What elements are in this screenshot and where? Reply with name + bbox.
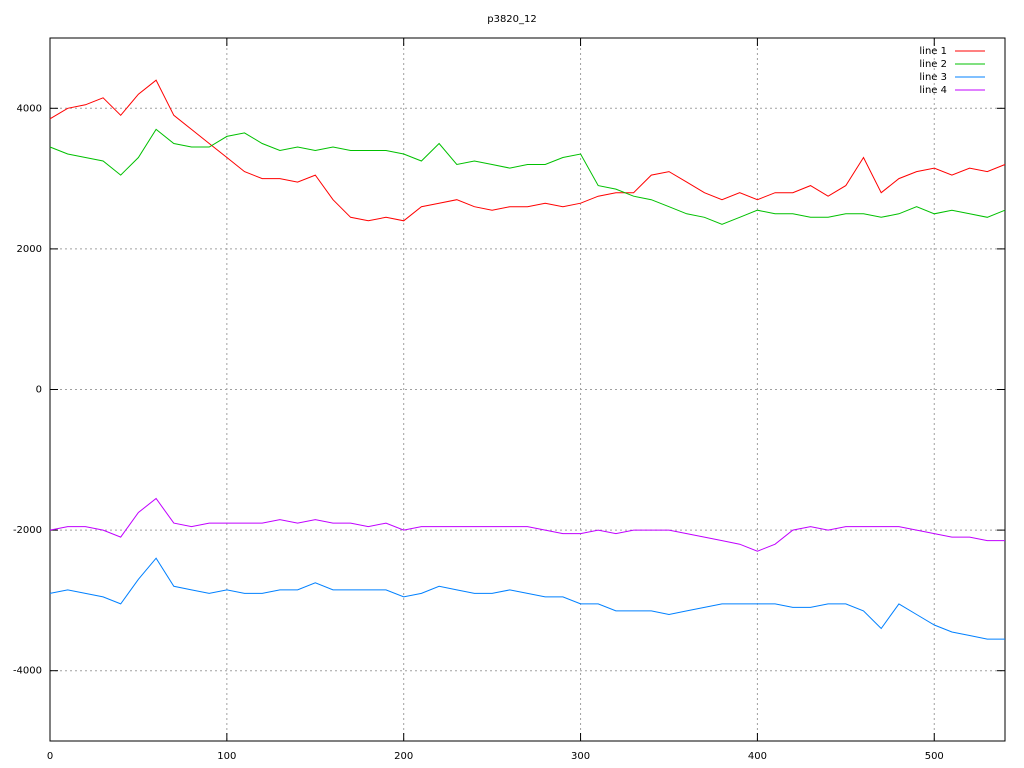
legend-label: line 3 (919, 72, 947, 83)
x-tick-label: 200 (394, 751, 413, 762)
chart-title: p3820_12 (487, 14, 537, 25)
data-line (49, 79, 1006, 222)
data-line (49, 497, 1005, 552)
plot-frame (49, 37, 1006, 742)
data-line (49, 557, 1005, 640)
y-tick-label: 0 (36, 385, 42, 396)
y-tick-label: 2000 (17, 244, 42, 255)
data-line (49, 128, 1006, 225)
y-tick-label: 4000 (17, 103, 42, 114)
y-tick-label: -2000 (13, 525, 42, 536)
x-tick-label: 400 (748, 751, 767, 762)
x-tick-label: 500 (925, 751, 944, 762)
legend-label: line 2 (919, 59, 947, 70)
legend-label: line 4 (919, 85, 947, 96)
y-tick-label: -4000 (13, 666, 42, 677)
x-tick-label: 0 (47, 751, 53, 762)
x-tick-label: 300 (571, 751, 590, 762)
x-tick-label: 100 (217, 751, 236, 762)
legend-label: line 1 (919, 46, 947, 57)
